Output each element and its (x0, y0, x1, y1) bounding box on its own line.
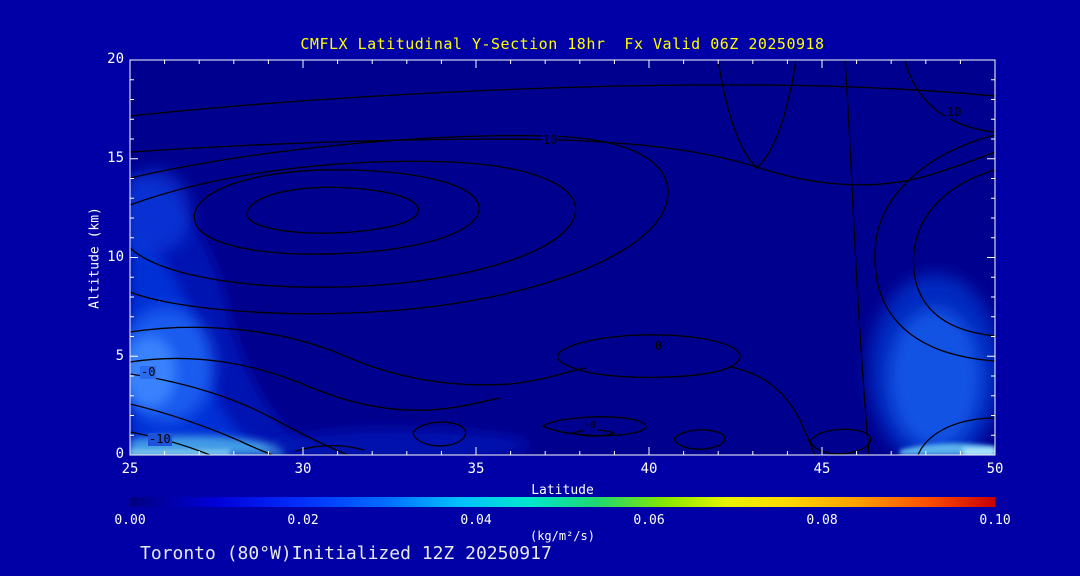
contour-label: 10 (542, 133, 559, 147)
contour-lines (130, 60, 995, 455)
colorbar-tick-label: 0.06 (633, 513, 665, 528)
contour-label: -10 (148, 432, 172, 446)
colorbar-tick-label: 0.04 (460, 513, 492, 528)
y-axis-label: Altitude (km) (87, 207, 103, 309)
axis-ticks (129, 59, 996, 456)
x-tick-label: 40 (640, 461, 658, 477)
y-tick-label: 0 (115, 446, 124, 462)
x-axis-label: Latitude (531, 483, 594, 498)
plot-title: CMFLX Latitudinal Y-Section 18hr Fx Vali… (300, 35, 825, 53)
y-tick-label: 10 (107, 249, 124, 265)
x-tick-label: 35 (467, 461, 485, 477)
contour-label: -0 (140, 365, 157, 379)
init-info-text: Toronto (80°W)Initialized 12Z 20250917 (140, 543, 552, 564)
colorbar-tick-label: 0.02 (287, 513, 319, 528)
x-tick-label: 50 (986, 461, 1004, 477)
x-tick-label: 30 (294, 461, 312, 477)
contour-label: 10 (946, 105, 963, 119)
contour-label: 0 (654, 339, 664, 353)
plot-area-background (130, 60, 995, 455)
x-tick-label: 25 (121, 461, 139, 477)
colorbar-tick-label: 0.08 (806, 513, 838, 528)
colorbar-tick-label: 0.10 (979, 513, 1011, 528)
contour-label: -0 (583, 420, 598, 431)
y-tick-label: 5 (115, 348, 124, 364)
colorbar-units-label: (kg/m²/s) (529, 529, 596, 543)
y-tick-label: 15 (107, 150, 124, 166)
x-tick-label: 45 (813, 461, 831, 477)
colorbar-gradient (130, 497, 995, 507)
colorbar-tick-label: 0.00 (114, 513, 146, 528)
y-tick-label: 20 (107, 51, 124, 67)
